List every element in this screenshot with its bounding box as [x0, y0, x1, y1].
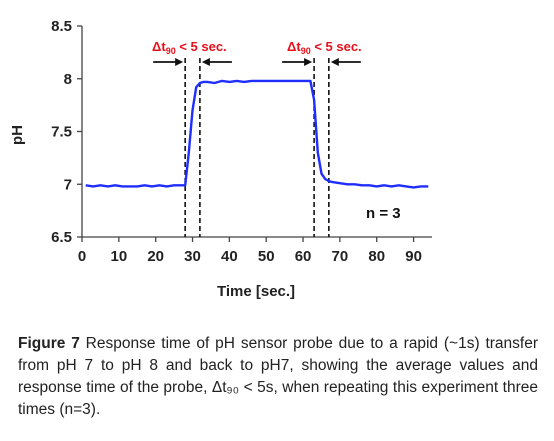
ph-series-line: [85, 79, 429, 189]
y-tick-label: 8.5: [51, 18, 72, 35]
dt-left-annotation: Δt90 < 5 sec.: [152, 39, 227, 56]
arrows: [153, 58, 361, 66]
x-tick-label: 70: [332, 248, 349, 265]
y-axis-title: pH: [9, 125, 26, 145]
x-axis: 0 10 20 30 40 50 60 70 80 90: [78, 236, 432, 265]
x-tick-label: 90: [405, 248, 422, 265]
caption-text: Response time of pH sensor probe due to …: [18, 335, 539, 418]
dt-right-annotation: Δt90 < 5 sec.: [287, 39, 362, 56]
arrow-head: [330, 58, 339, 66]
n-label: n = 3: [366, 205, 401, 222]
x-tick-label: 20: [147, 248, 164, 265]
x-tick-label: 60: [295, 248, 312, 265]
x-tick-label: 10: [110, 248, 127, 265]
arrow-head: [175, 58, 184, 66]
x-tick-label: 40: [221, 248, 238, 265]
y-axis: 6.5 7 7.5 8 8.5: [51, 18, 83, 246]
y-tick-label: 7: [64, 176, 72, 193]
caption-label: Figure 7: [18, 335, 80, 352]
response-time-chart: 6.5 7 7.5 8 8.5 0 10 20 30 40 50 60 70 80 90 Δt90 < 5…: [9, 18, 432, 300]
y-tick-label: 8: [64, 71, 72, 88]
x-axis-title: Time [sec.]: [217, 283, 295, 300]
vertical-markers: [184, 58, 330, 237]
arrow-head: [304, 58, 313, 66]
figure-caption: Figure 7 Response time of pH sensor prob…: [18, 333, 538, 421]
arrow-head: [201, 58, 210, 66]
y-tick-label: 6.5: [51, 229, 72, 246]
x-tick-label: 30: [184, 248, 201, 265]
x-tick-label: 80: [368, 248, 385, 265]
y-tick-label: 7.5: [51, 124, 72, 141]
x-tick-label: 0: [78, 248, 86, 265]
x-tick-label: 50: [258, 248, 275, 265]
